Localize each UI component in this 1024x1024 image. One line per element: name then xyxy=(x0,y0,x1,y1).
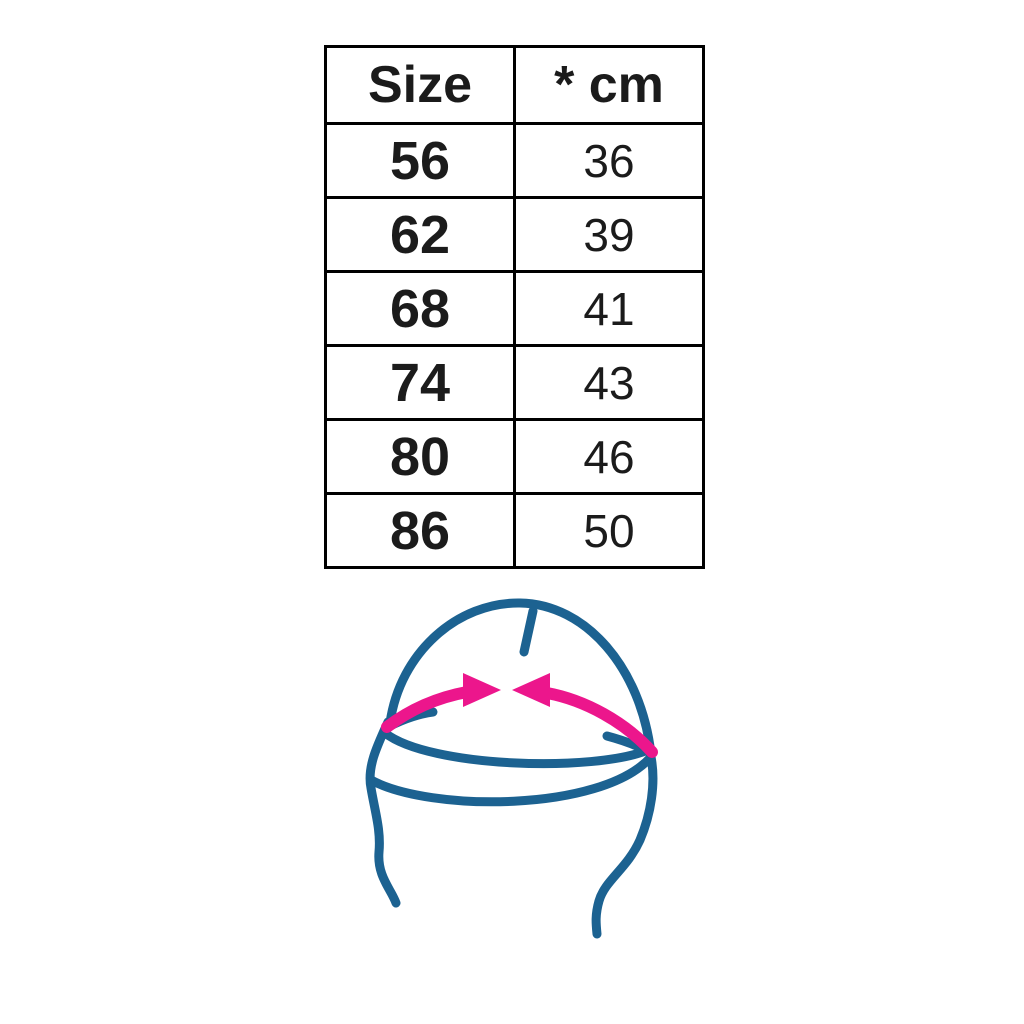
band-lower-line xyxy=(366,753,655,807)
band-accent-left-line xyxy=(385,707,438,731)
band-middle-line xyxy=(380,728,653,769)
hat-dome-line xyxy=(385,598,656,759)
cm-cell: 39 xyxy=(513,196,705,273)
table-row: 56 36 xyxy=(324,122,705,199)
cm-cell: 36 xyxy=(513,122,705,199)
measure-arrow-right-head-icon xyxy=(512,673,550,707)
hat-seam-line xyxy=(519,606,538,657)
table-row: 86 50 xyxy=(324,492,705,569)
size-cell: 80 xyxy=(324,418,516,495)
cm-cell: 50 xyxy=(513,492,705,569)
measure-arrow-left-head-icon xyxy=(463,673,501,707)
table-row: 68 41 xyxy=(324,270,705,347)
table-header-row: Size * cm xyxy=(324,45,705,125)
cm-cell: 41 xyxy=(513,270,705,347)
table-row: 62 39 xyxy=(324,196,705,273)
cm-cell: 46 xyxy=(513,418,705,495)
table-row: 74 43 xyxy=(324,344,705,421)
size-cell: 86 xyxy=(324,492,516,569)
measure-arrow-right-shaft xyxy=(541,687,658,758)
size-column-header: Size xyxy=(324,45,516,125)
size-cell: 56 xyxy=(324,122,516,199)
cm-column-header: * cm xyxy=(513,45,705,125)
cm-cell: 43 xyxy=(513,344,705,421)
measure-arrow-left-shaft xyxy=(381,686,473,733)
size-cell: 68 xyxy=(324,270,516,347)
band-accent-right-line xyxy=(602,731,656,758)
size-table: Size * cm 56 36 62 39 68 41 74 43 80 xyxy=(324,45,705,569)
left-tie-line xyxy=(365,717,401,908)
size-cell: 74 xyxy=(324,344,516,421)
table-row: 80 46 xyxy=(324,418,705,495)
right-tie-line xyxy=(591,752,658,939)
size-cell: 62 xyxy=(324,196,516,273)
